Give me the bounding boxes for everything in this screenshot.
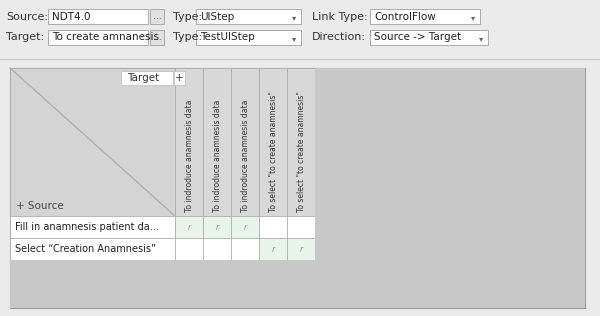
Bar [315, 216, 585, 238]
Bar [203, 216, 231, 238]
Text: ...: ... [152, 12, 161, 21]
Text: UIStep: UIStep [200, 11, 234, 21]
Bar [10, 68, 585, 308]
Bar [203, 68, 231, 216]
Text: Link Type:: Link Type: [312, 11, 368, 21]
Bar [175, 238, 203, 260]
Text: ▾: ▾ [292, 13, 296, 22]
Text: ▾: ▾ [479, 34, 483, 43]
Bar [259, 216, 287, 238]
Text: Source:: Source: [6, 11, 48, 21]
Text: r: r [215, 222, 218, 232]
Bar [315, 68, 585, 216]
Bar [150, 9, 164, 24]
Text: Target:: Target: [6, 33, 44, 42]
Bar [196, 9, 301, 24]
Text: To indroduce anamnesis data: To indroduce anamnesis data [212, 100, 221, 212]
Text: Fill in anamnesis patient da...: Fill in anamnesis patient da... [15, 222, 159, 232]
Text: Target: Target [127, 73, 159, 83]
Text: To indroduce anamnesis data: To indroduce anamnesis data [241, 100, 250, 212]
Bar [196, 30, 301, 45]
Bar [10, 68, 175, 216]
Bar [287, 68, 315, 216]
Text: Select “Creation Anamnesis”: Select “Creation Anamnesis” [15, 244, 156, 254]
Text: +: + [175, 73, 184, 83]
Text: Source -> Target: Source -> Target [374, 33, 461, 42]
Bar [231, 238, 259, 260]
Bar [10, 238, 175, 260]
Bar [259, 238, 287, 260]
Text: ▾: ▾ [292, 34, 296, 43]
Text: + Source: + Source [16, 201, 64, 211]
Bar [287, 238, 315, 260]
Text: Type:: Type: [173, 11, 202, 21]
Bar [10, 216, 175, 238]
Bar [174, 71, 185, 85]
Text: TestUIStep: TestUIStep [200, 33, 255, 42]
Text: r: r [299, 245, 302, 253]
Bar [259, 68, 287, 216]
Text: r: r [271, 245, 275, 253]
Bar [370, 30, 488, 45]
Bar [231, 216, 259, 238]
Bar [287, 216, 315, 238]
Text: ▾: ▾ [471, 13, 475, 22]
Text: Type:: Type: [173, 33, 202, 42]
Text: ControlFlow: ControlFlow [374, 11, 436, 21]
Bar [121, 71, 173, 85]
Bar [203, 238, 231, 260]
Text: To indroduce anamnesis data: To indroduce anamnesis data [185, 100, 193, 212]
Bar [370, 9, 480, 24]
Bar [175, 216, 203, 238]
Text: To select "to create anamnesis": To select "to create anamnesis" [296, 91, 305, 212]
Bar [48, 30, 148, 45]
Bar [48, 9, 148, 24]
Text: r: r [244, 222, 247, 232]
Text: To select "to create anamnesis": To select "to create anamnesis" [269, 91, 277, 212]
Text: To create amnanesis: To create amnanesis [52, 33, 159, 42]
Bar [0, 0, 600, 58]
Bar [315, 238, 585, 260]
Bar [10, 260, 585, 308]
Text: Direction:: Direction: [312, 33, 366, 42]
Bar [231, 68, 259, 216]
Bar [175, 68, 203, 216]
Text: NDT4.0: NDT4.0 [52, 11, 91, 21]
Bar [150, 30, 164, 45]
Text: r: r [187, 222, 191, 232]
Text: ...: ... [152, 33, 161, 42]
